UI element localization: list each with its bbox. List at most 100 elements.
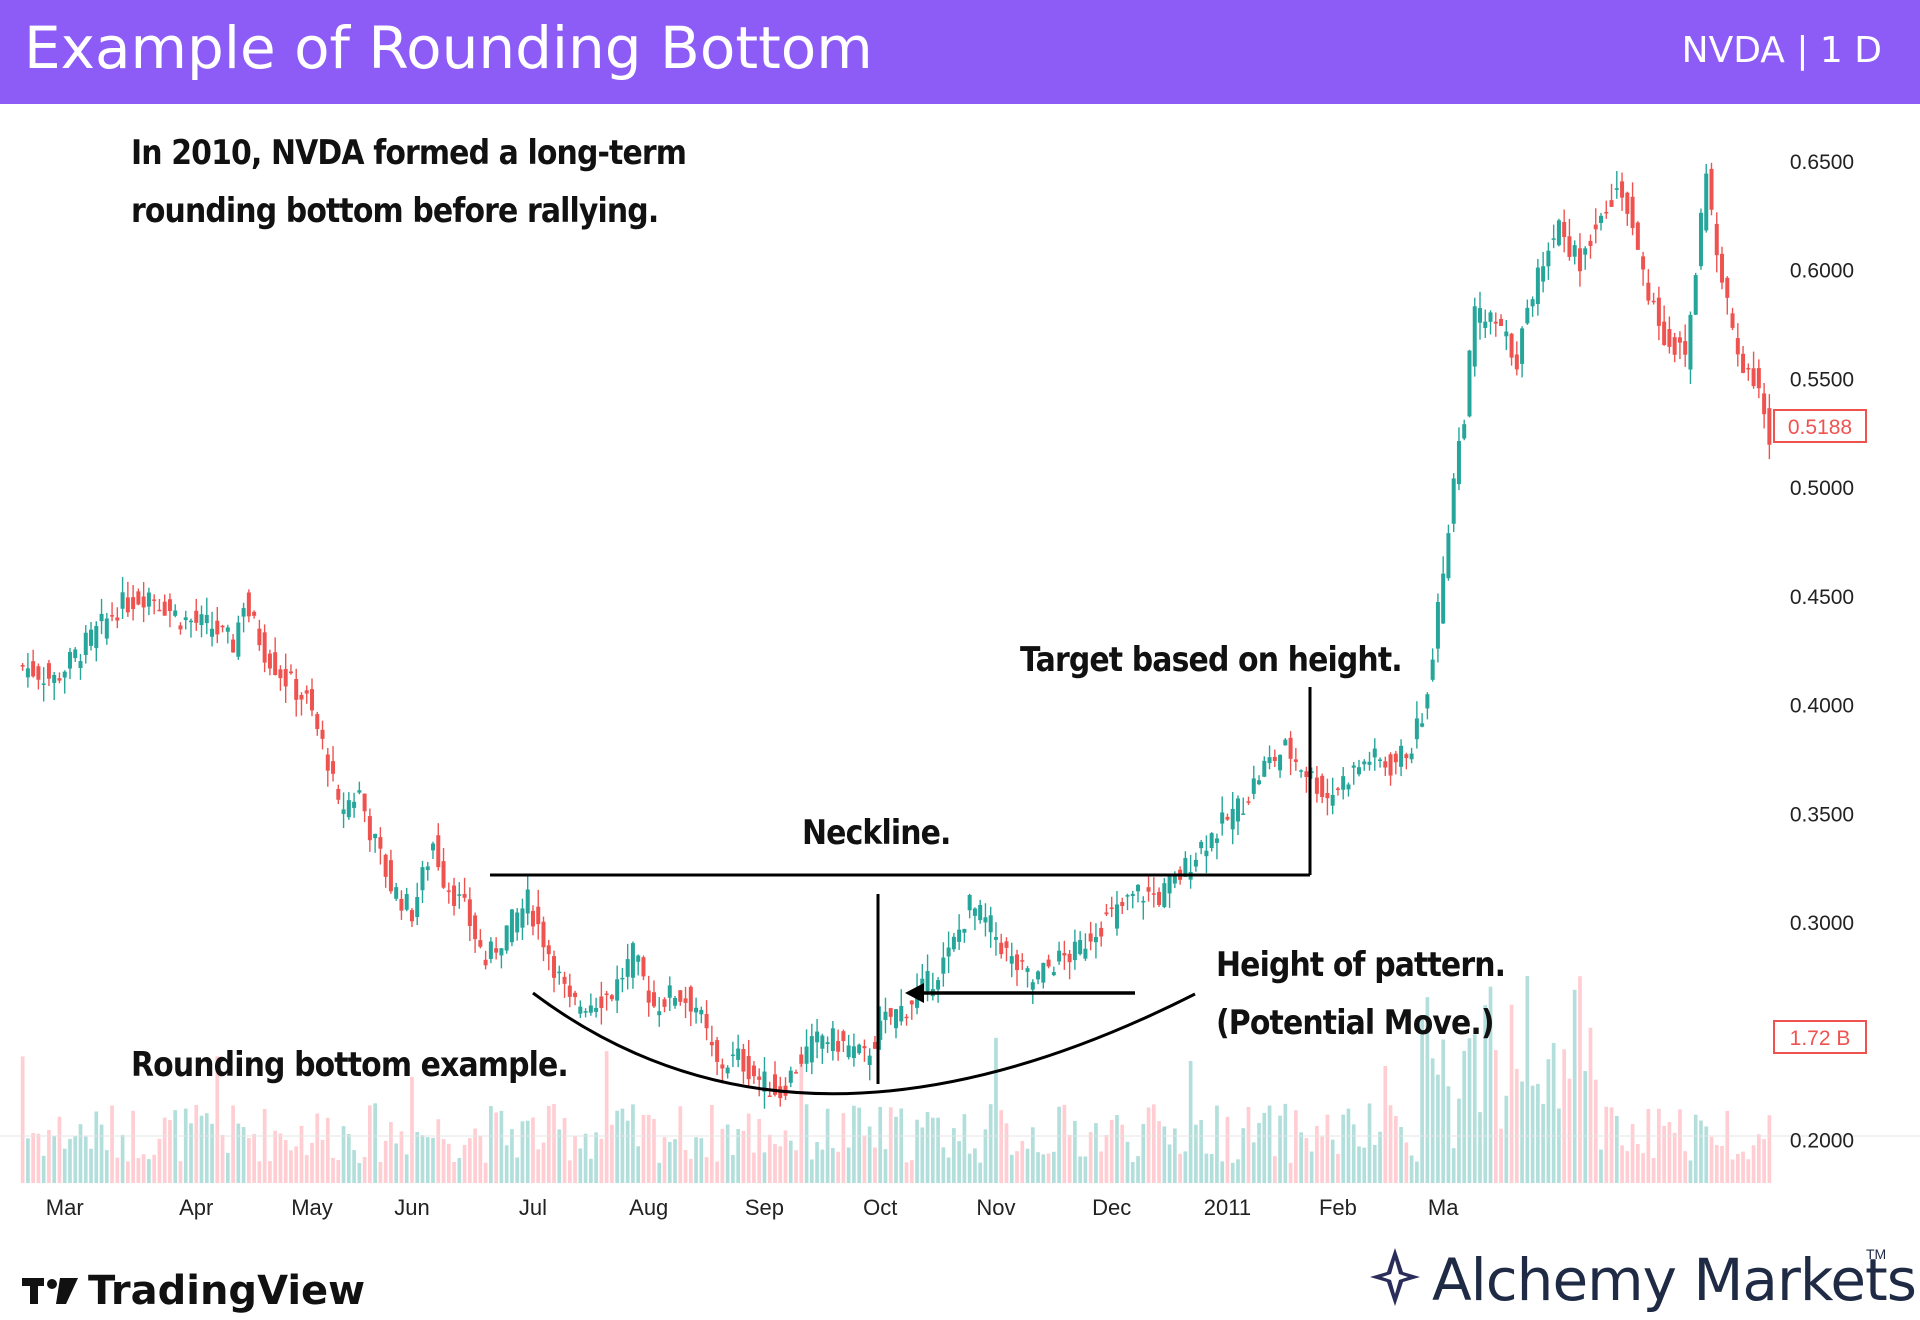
volume-bar: [731, 1154, 735, 1183]
volume-bar: [168, 1119, 172, 1183]
volume-bar: [162, 1117, 167, 1183]
volume-bar: [915, 1119, 919, 1183]
candle-body: [1130, 893, 1135, 896]
candle-body: [99, 613, 104, 622]
price-chart[interactable]: Mar Apr May Jun Jul Aug Sep Oct Nov Dec 2011 Feb Ma …: [0, 104, 1920, 1234]
volume-bar: [1641, 1153, 1645, 1183]
candle-body: [1625, 192, 1630, 214]
volume-bar: [310, 1142, 314, 1183]
volume-bar: [1041, 1154, 1046, 1183]
volume-bar: [1735, 1153, 1740, 1183]
candle-body: [683, 998, 688, 1003]
y-tick-label: 0.4500: [1790, 586, 1854, 609]
candle-body: [331, 761, 336, 774]
candle-body: [1562, 221, 1567, 238]
volume-bar: [1399, 1127, 1403, 1183]
volume-bar: [1514, 1068, 1519, 1183]
volume-bar: [257, 1161, 262, 1183]
candle-body: [1288, 737, 1293, 759]
alchemy-wordmark: Alchemy Markets: [1432, 1246, 1917, 1314]
candle-body: [983, 917, 988, 923]
volume-bar: [1562, 1049, 1567, 1183]
volume-bar: [862, 1135, 867, 1183]
candle-body: [141, 596, 146, 608]
volume-bar: [247, 1137, 251, 1183]
candle-body: [1720, 253, 1725, 283]
volume-bar: [147, 1159, 151, 1183]
candle-body: [1593, 224, 1598, 230]
tradingview-icon: [22, 1270, 80, 1316]
candle-body: [125, 597, 130, 613]
volume-bar: [867, 1126, 872, 1183]
volume-bar: [373, 1103, 377, 1183]
y-tick-label: 0.6000: [1790, 260, 1854, 283]
candle-body: [525, 889, 530, 914]
candle-body: [167, 599, 172, 612]
volume-bar: [631, 1104, 635, 1183]
volume-bar: [1009, 1154, 1014, 1183]
volume-bar: [1146, 1107, 1151, 1183]
candle-body: [420, 867, 425, 891]
volume-bar: [378, 1161, 383, 1183]
candle-body: [273, 652, 278, 675]
candle-body: [473, 915, 478, 940]
volume-bar: [1741, 1151, 1745, 1183]
candle-body: [36, 666, 41, 680]
candle-body: [583, 1011, 588, 1013]
candle-body: [1272, 756, 1277, 762]
candle-body: [594, 1007, 599, 1012]
volume-bar: [746, 1113, 751, 1183]
candle-body: [599, 996, 604, 1008]
candle-body: [1062, 953, 1067, 956]
volume-bar: [510, 1129, 514, 1183]
candle-body: [1599, 215, 1604, 223]
candle-body: [67, 651, 72, 669]
volume-bar: [583, 1133, 588, 1183]
candle-body: [1414, 718, 1419, 740]
candle-body: [1535, 267, 1540, 304]
candle-body: [1520, 328, 1525, 364]
candle-body: [236, 622, 241, 657]
volume-bar: [1246, 1107, 1251, 1183]
candle-body: [530, 910, 535, 927]
candle-body: [1762, 393, 1767, 415]
volume-bar: [683, 1149, 688, 1183]
y-tick-label: 0.4000: [1790, 695, 1854, 718]
volume-bar: [315, 1113, 320, 1183]
volume-bar: [89, 1148, 93, 1183]
candle-body: [1009, 956, 1014, 964]
volume-bar: [1651, 1158, 1656, 1183]
volume-bar: [1088, 1132, 1093, 1183]
volume-bar: [1672, 1132, 1677, 1183]
volume-bar: [231, 1105, 235, 1183]
volume-bar: [1488, 986, 1493, 1183]
volume-bar: [957, 1141, 961, 1183]
candle-body: [1472, 306, 1477, 367]
candle-body: [1399, 745, 1404, 767]
candle-body: [962, 928, 967, 933]
volume-bar: [404, 1154, 409, 1183]
candle-body: [1735, 338, 1740, 355]
volume-bar: [704, 1157, 709, 1183]
candle-body: [1499, 318, 1504, 326]
candle-body: [41, 683, 46, 686]
candle-body: [825, 1042, 830, 1045]
volume-bar: [362, 1157, 367, 1183]
candle-body: [1651, 300, 1656, 303]
candle-body: [1214, 838, 1219, 843]
volume-bar: [1478, 1112, 1482, 1183]
volume-bar: [504, 1145, 509, 1183]
candle-body: [1093, 936, 1098, 943]
height-line-1: Height of pattern.: [1216, 945, 1506, 985]
candle-body: [1620, 181, 1625, 198]
volume-bar: [967, 1153, 972, 1183]
candle-body: [1646, 282, 1651, 301]
candle-body: [1030, 982, 1035, 990]
volume-bar: [173, 1110, 178, 1183]
volume-bar: [73, 1135, 78, 1183]
volume-bar: [1341, 1114, 1346, 1183]
candle-body: [1072, 941, 1077, 961]
volume-bar: [336, 1159, 341, 1183]
volume-bar: [936, 1117, 940, 1183]
volume-bar: [1330, 1139, 1335, 1183]
